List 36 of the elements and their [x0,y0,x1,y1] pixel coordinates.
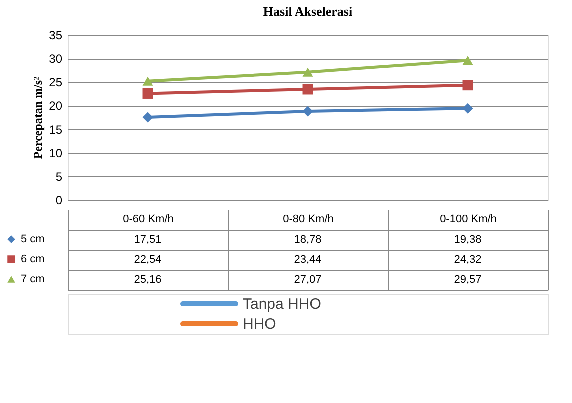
x-tick-label: 0-60 Km/h [123,214,174,226]
data-label: 22,54 [134,254,162,266]
x-tick-label: 0-100 Km/h [440,214,497,226]
point [142,88,154,99]
y-tick-label: 35 [49,28,63,42]
legend-label: 7 cm [21,274,45,286]
chart-title: Hasil Akselerasi [263,4,353,19]
data-label: 27,07 [294,274,322,286]
y-tick-label: 10 [49,146,63,160]
point [302,106,314,117]
y-tick-label: 25 [49,76,63,90]
point [302,84,314,95]
data-label: 17,51 [134,234,162,246]
x-tick-label: 0-80 Km/h [283,214,334,226]
y-tick-label: 30 [49,52,63,66]
data-label: 24,32 [454,254,482,266]
data-label: 19,38 [454,234,482,246]
point [462,56,474,66]
y-tick-label: 20 [49,99,63,114]
legend-label: 5 cm [21,234,45,246]
data-label: 18,78 [294,234,322,246]
y-axis-title: Percepatan m/s² [31,76,46,160]
point [302,68,314,77]
point [462,103,474,114]
text: HHO [243,316,276,333]
data-label: 25,16 [134,274,162,286]
point [462,80,474,91]
y-tick-label: 5 [56,170,63,184]
point [142,76,154,86]
point [142,112,154,123]
legend-label: 6 cm [21,254,45,266]
y-tick-label: 15 [49,122,63,137]
data-label: 29,57 [454,274,482,286]
data-label: 23,44 [294,254,322,266]
text: Tanpa HHO [243,296,322,313]
y-tick-label: 0 [56,194,63,208]
